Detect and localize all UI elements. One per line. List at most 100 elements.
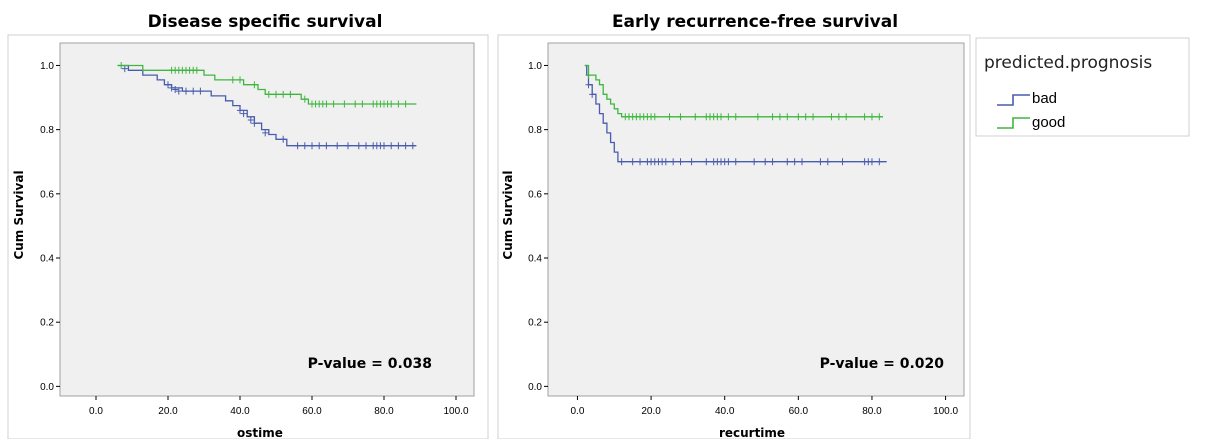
censor-mark-good	[732, 113, 739, 121]
plot-area	[59, 42, 475, 397]
censor-mark-good	[810, 113, 817, 121]
censor-mark-good	[118, 61, 125, 69]
censor-mark-bad	[247, 116, 254, 124]
censor-mark-good	[402, 100, 409, 108]
censor-mark-bad	[280, 135, 287, 143]
censor-mark-bad	[294, 142, 301, 150]
censor-mark-good	[677, 113, 684, 121]
p-value-annotation: P-value = 0.038	[308, 356, 432, 372]
censor-mark-good	[718, 113, 725, 121]
legend-swatch-bad	[997, 94, 1030, 106]
censor-mark-good	[802, 113, 809, 121]
censor-mark-bad	[355, 142, 362, 150]
series-line-bad	[584, 64, 887, 163]
x-tick-label: 40.0	[230, 406, 250, 417]
censor-mark-good	[388, 100, 395, 108]
censor-mark-bad	[183, 87, 189, 95]
censor-mark-bad	[725, 158, 732, 166]
x-tick-label: 0.0	[570, 406, 584, 417]
censor-mark-good	[692, 113, 699, 121]
censor-mark-bad	[791, 158, 798, 166]
censor-mark-bad	[585, 81, 592, 89]
censor-mark-good	[229, 76, 236, 84]
censor-mark-good	[341, 100, 348, 108]
censor-mark-good	[251, 81, 258, 89]
censor-mark-bad	[381, 142, 387, 150]
censor-mark-bad	[876, 158, 883, 166]
x-axis-label: ostime	[237, 426, 283, 439]
censor-mark-good	[861, 113, 868, 121]
censor-mark-bad	[175, 87, 182, 95]
censor-mark-good	[666, 113, 673, 121]
censor-mark-bad	[670, 158, 677, 166]
censor-mark-good	[330, 100, 337, 108]
censor-mark-bad	[589, 90, 596, 98]
censor-mark-good	[828, 113, 835, 121]
censor-mark-good	[237, 76, 243, 84]
axis-ticks: 0.0 20.0 40.0 60.0 80.0 100.0 0.0 0.2 0.4 0.6 0.8 1…	[40, 61, 469, 417]
censor-mark-good	[651, 113, 658, 121]
censor-mark-good	[876, 113, 883, 121]
censor-mark-good	[776, 113, 783, 121]
x-tick-label: 40.0	[715, 406, 735, 417]
x-tick-label: 20.0	[641, 406, 661, 417]
censor-mark-bad	[629, 158, 636, 166]
censor-mark-bad	[409, 142, 416, 150]
censor-mark-bad	[784, 158, 791, 166]
p-value-annotation: P-value = 0.020	[820, 356, 945, 372]
censor-mark-bad	[323, 142, 330, 150]
y-tick-label: 1.0	[40, 61, 54, 72]
y-axis-label: Cum Survival	[501, 170, 515, 259]
censor-mark-bad	[402, 142, 409, 150]
censor-mark-good	[287, 90, 294, 98]
censor-mark-good	[359, 100, 366, 108]
censor-mark-bad	[237, 106, 243, 114]
censor-mark-bad	[751, 158, 758, 166]
censor-mark-bad	[190, 87, 197, 95]
censor-mark-good	[301, 95, 308, 103]
legend-frame	[975, 37, 1190, 137]
y-tick-label: 0.4	[40, 254, 54, 265]
y-axis-label: Cum Survival	[12, 170, 26, 259]
censor-mark-bad	[395, 142, 402, 150]
x-tick-label: 60.0	[302, 406, 322, 417]
series-line-bad	[117, 64, 417, 147]
censor-mark-good	[784, 113, 791, 121]
censor-mark-bad	[363, 142, 369, 150]
series-layer	[584, 64, 887, 166]
censor-mark-good	[795, 113, 802, 121]
censor-mark-bad	[345, 142, 351, 150]
censor-mark-good	[754, 113, 761, 121]
censor-mark-bad	[769, 158, 776, 166]
censor-mark-bad	[168, 84, 175, 92]
legend-title: predicted.prognosis	[984, 53, 1152, 73]
censor-mark-good	[395, 100, 402, 108]
x-tick-label: 100.0	[933, 406, 958, 417]
censor-mark-bad	[688, 158, 695, 166]
legend-swatch-good	[997, 117, 1030, 129]
chart-disease-specific: Disease specific survival 0.0 20.0 40.0 60.…	[7, 12, 489, 439]
censor-mark-bad	[301, 142, 308, 150]
censor-mark-bad	[824, 158, 831, 166]
censor-mark-bad	[172, 86, 179, 94]
x-tick-label: 80.0	[374, 406, 394, 417]
censor-mark-good	[835, 113, 842, 121]
censor-mark-good	[769, 113, 776, 121]
y-tick-label: 0.8	[528, 125, 542, 136]
x-tick-label: 60.0	[789, 406, 809, 417]
censor-mark-good	[193, 66, 200, 74]
axis-ticks: 0.0 20.0 40.0 60.0 80.0 100.0 0.0 0.2 0.4 0.6 0.8 1…	[528, 61, 958, 417]
censor-mark-bad	[618, 158, 625, 166]
censor-mark-good	[280, 90, 287, 98]
y-tick-label: 0.0	[40, 382, 54, 393]
y-tick-label: 0.6	[528, 189, 542, 200]
series-line-good	[584, 64, 883, 118]
censor-mark-bad	[251, 119, 258, 127]
legend-label-bad: bad	[1032, 90, 1057, 107]
chart-title: Early recurrence-free survival	[612, 12, 898, 32]
y-tick-label: 0.2	[528, 318, 542, 329]
censor-mark-bad	[334, 142, 341, 150]
x-tick-label: 0.0	[89, 406, 103, 417]
censor-mark-bad	[762, 158, 769, 166]
